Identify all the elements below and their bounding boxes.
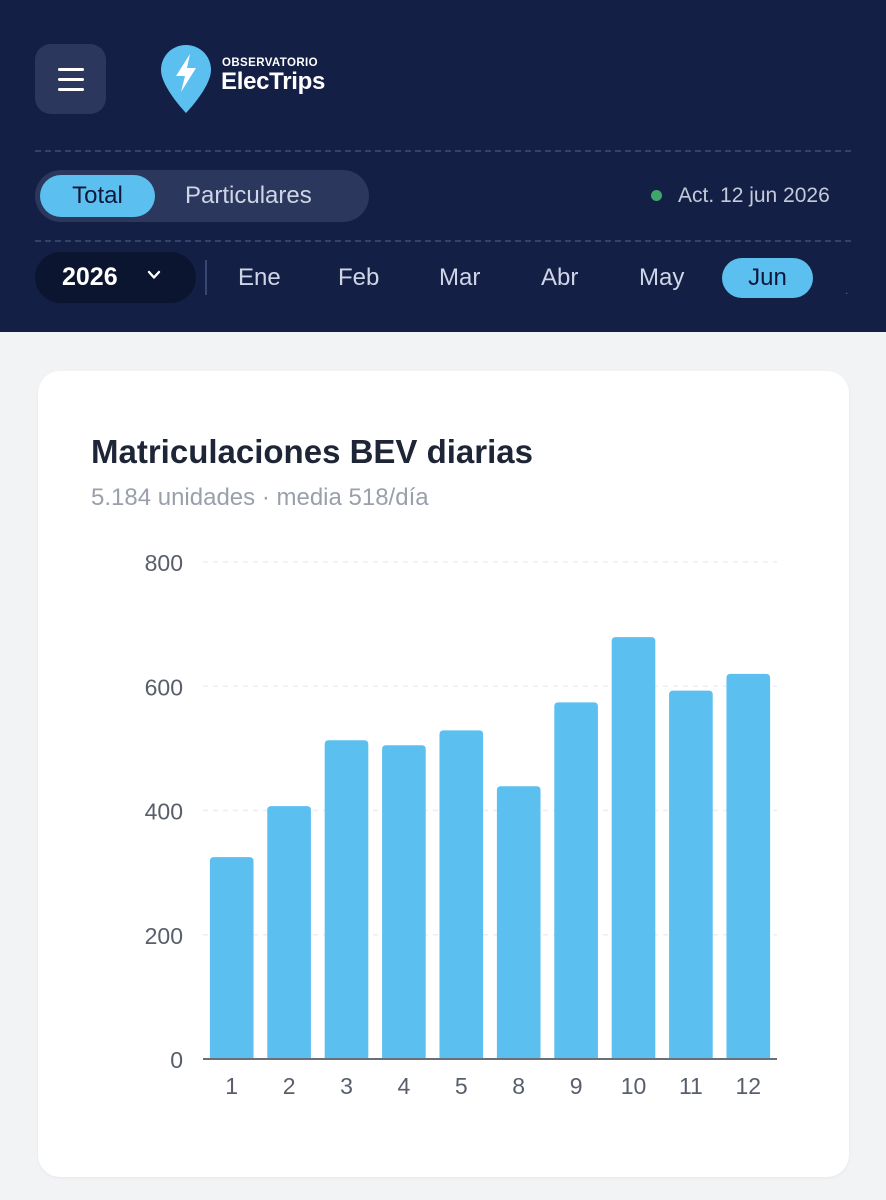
last-update-status: Act. 12 jun 2026 — [678, 184, 830, 207]
x-tick-label: 10 — [621, 1073, 647, 1099]
month-tab-mar[interactable]: Mar — [439, 264, 481, 291]
logo-subtitle: OBSERVATORIO — [222, 57, 318, 69]
hamburger-menu-icon — [58, 68, 84, 71]
y-tick-label: 200 — [145, 923, 183, 949]
month-tab-abr[interactable]: Abr — [541, 264, 579, 291]
hamburger-menu-icon-line — [58, 88, 84, 91]
month-tab-feb[interactable]: Feb — [338, 264, 380, 291]
y-tick-label: 600 — [145, 674, 183, 700]
x-tick-label: 2 — [283, 1073, 296, 1099]
bar — [611, 637, 656, 1059]
segment-control: Total Particulares — [35, 170, 369, 222]
x-tick-label: 4 — [398, 1073, 411, 1099]
x-tick-label: 3 — [340, 1073, 353, 1099]
lightning-pin-logo-icon — [161, 45, 211, 113]
bar — [726, 673, 771, 1059]
divider — [35, 150, 851, 152]
bar — [267, 806, 311, 1059]
year-value: 2026 — [62, 263, 118, 291]
divider — [35, 240, 851, 242]
bar — [554, 702, 598, 1059]
bar — [669, 690, 713, 1059]
year-selector[interactable]: 2026 — [35, 252, 196, 303]
month-tab-jun[interactable]: Jun — [722, 258, 813, 298]
y-tick-label: 800 — [145, 550, 183, 576]
bar — [382, 745, 426, 1059]
scroll-hint: . — [845, 283, 849, 297]
x-tick-label: 9 — [570, 1073, 583, 1099]
menu-button[interactable] — [35, 44, 106, 114]
x-tick-label: 11 — [679, 1073, 703, 1099]
x-tick-label: 8 — [512, 1073, 525, 1099]
x-tick-label: 1 — [225, 1073, 238, 1099]
segment-particulares[interactable]: Particulares — [185, 182, 312, 209]
y-tick-label: 400 — [145, 799, 183, 825]
chevron-down-icon — [147, 270, 161, 279]
segment-total[interactable]: Total — [40, 175, 155, 217]
bar — [324, 740, 369, 1059]
bar — [439, 730, 484, 1059]
hamburger-menu-icon-line — [58, 78, 84, 81]
logo-title: ElecTrips — [221, 68, 326, 95]
divider — [205, 260, 207, 295]
x-tick-label: 5 — [455, 1073, 468, 1099]
month-tab-ene[interactable]: Ene — [238, 264, 281, 291]
chart-card: Matriculaciones BEV diarias 5.184 unidad… — [38, 371, 849, 1177]
month-tab-may[interactable]: May — [639, 264, 685, 291]
y-tick-label: 0 — [170, 1047, 183, 1073]
bar — [496, 786, 541, 1059]
app-header: OBSERVATORIO ElecTrips Total Particulare… — [0, 0, 886, 332]
chart-title: Matriculaciones BEV diarias — [91, 433, 534, 470]
chart-subtitle: 5.184 unidades · media 518/día — [91, 484, 429, 511]
x-tick-label: 12 — [736, 1073, 762, 1099]
status-dot-icon — [651, 190, 662, 201]
bar — [209, 857, 254, 1059]
